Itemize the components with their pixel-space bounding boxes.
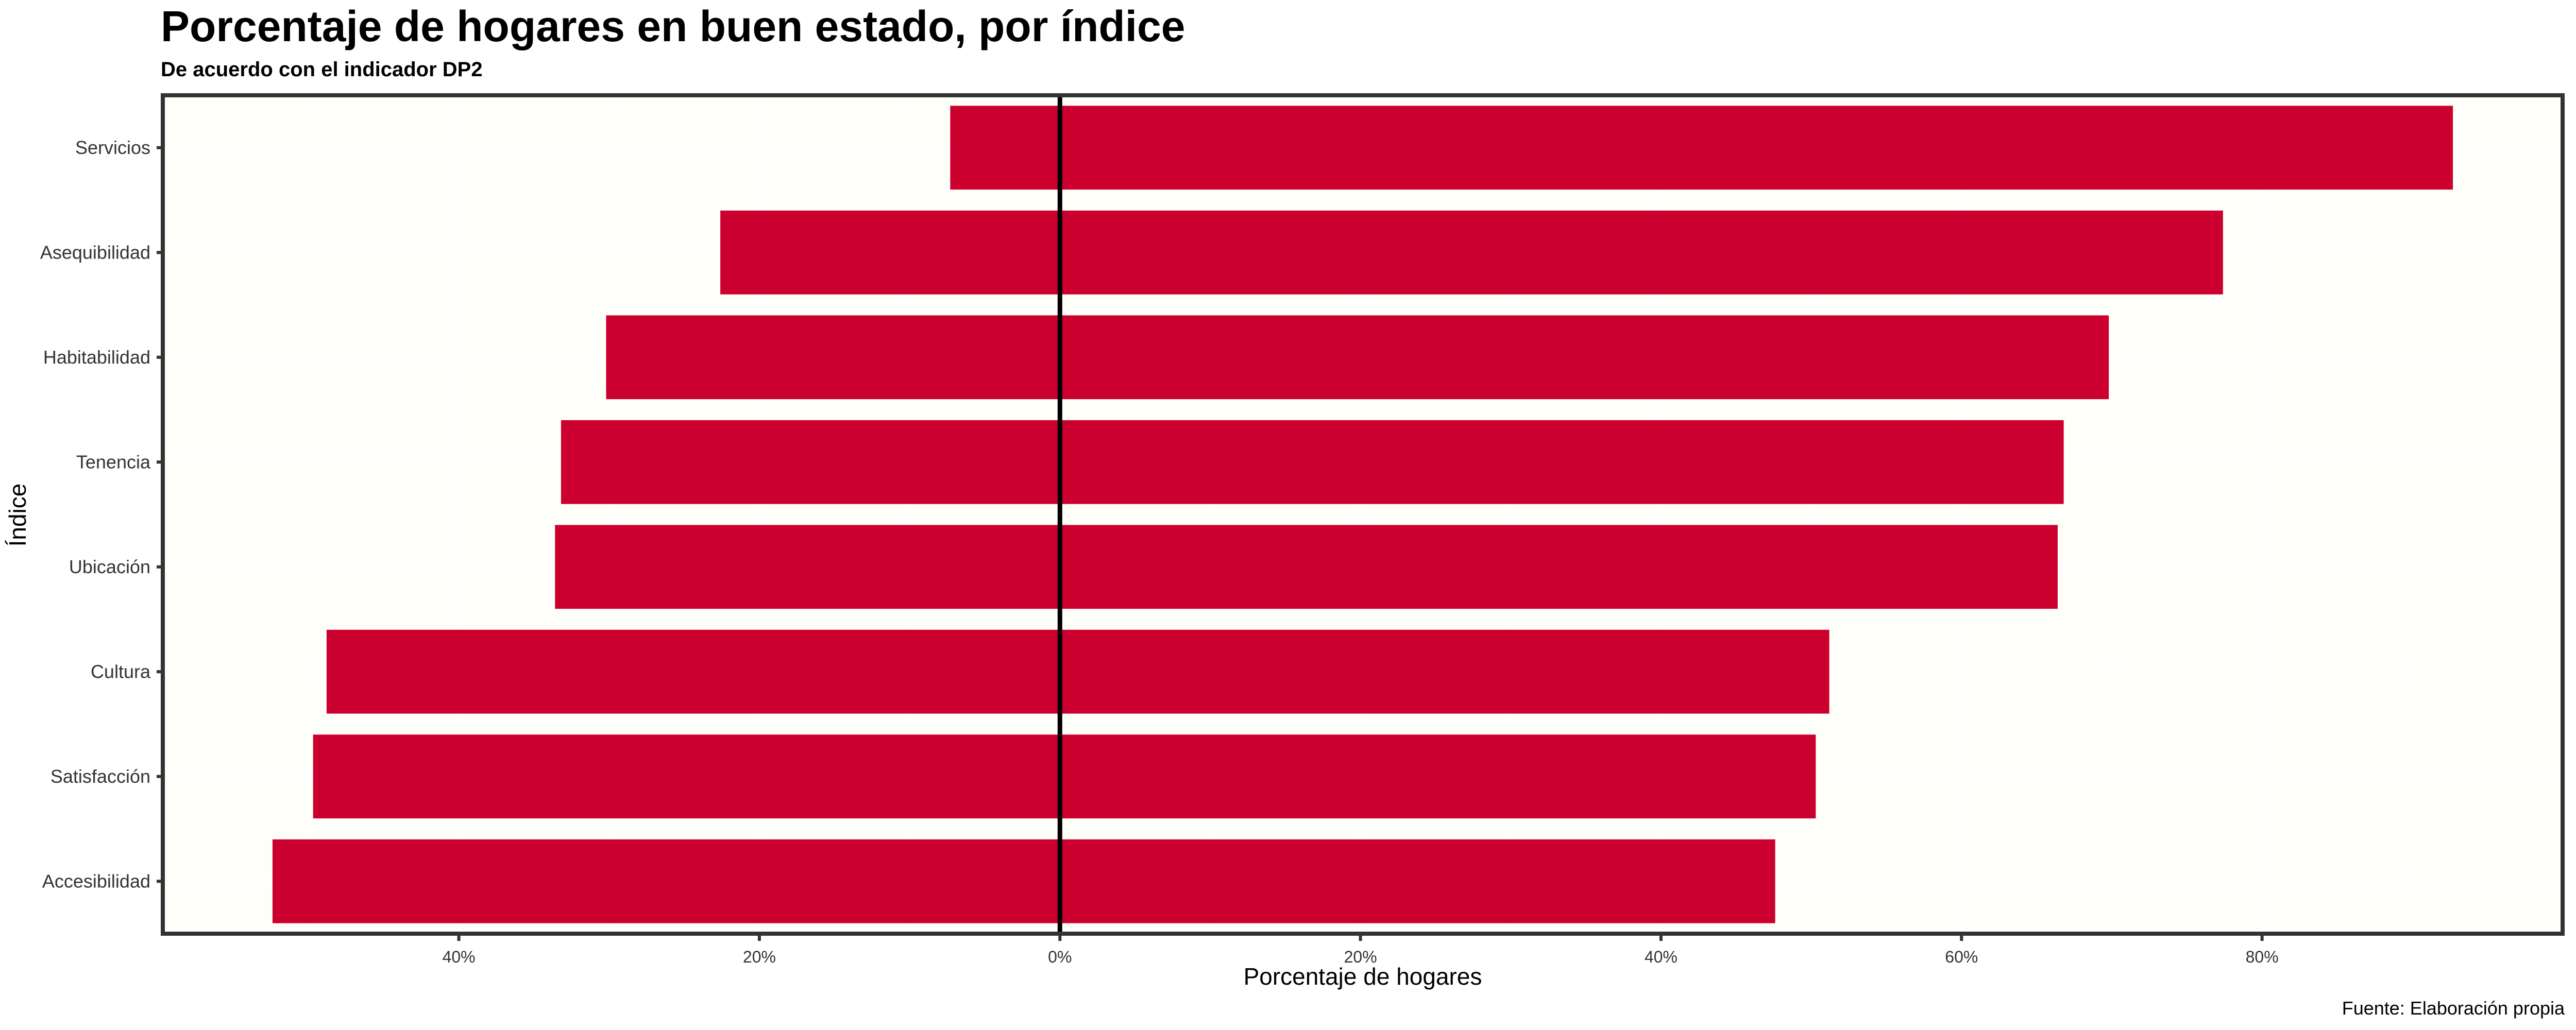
bar-negative [561, 420, 1060, 504]
bar-negative [272, 839, 1060, 923]
bar-negative [606, 315, 1060, 400]
x-tick-label: 40% [1645, 948, 1677, 966]
y-tick-label: Tenencia [76, 451, 151, 472]
plot-border [161, 93, 2565, 936]
y-tick-label: Satisfacción [50, 766, 150, 787]
y-tick-label: Habitabilidad [43, 347, 150, 368]
bar-positive [1060, 210, 2223, 295]
y-tick-label: Ubicación [69, 556, 150, 577]
bar-positive [1060, 525, 2058, 609]
bar-positive [1060, 629, 1829, 714]
x-axis-title: Porcentaje de hogares [1244, 963, 1482, 990]
bar-positive [1060, 106, 2453, 190]
y-tick-label: Asequibilidad [40, 242, 150, 263]
x-tick-label: 40% [443, 948, 476, 966]
bar-positive [1060, 839, 1775, 923]
y-axis-title: Índice [4, 484, 31, 547]
chart-title: Porcentaje de hogares en buen estado, po… [161, 2, 1185, 50]
chart-caption: Fuente: Elaboración propia [2342, 998, 2565, 1019]
x-tick-label: 60% [1945, 948, 1978, 966]
x-tick-label: 20% [743, 948, 776, 966]
bar-negative [313, 734, 1060, 819]
y-tick-label: Accesibilidad [42, 870, 150, 891]
bars [272, 106, 2453, 923]
x-tick-label: 0% [1048, 948, 1072, 966]
x-axis: 40% 20% 0% 20% 40% 60% 80% [443, 934, 2279, 966]
bar-positive [1060, 315, 2109, 400]
y-axis: Servicios Asequibilidad Habitabilidad Tenen… [40, 137, 163, 891]
chart-subtitle: De acuerdo con el indicador DP2 [161, 58, 483, 81]
bar-positive [1060, 734, 1816, 819]
bar-negative [326, 629, 1060, 714]
y-tick-label: Servicios [75, 137, 150, 158]
bar-negative [950, 106, 1060, 190]
bar-negative [720, 210, 1060, 295]
x-tick-label: 20% [1344, 948, 1377, 966]
bar-negative [555, 525, 1060, 609]
bar-positive [1060, 420, 2064, 504]
y-tick-label: Cultura [91, 661, 151, 682]
x-tick-label: 80% [2246, 948, 2279, 966]
